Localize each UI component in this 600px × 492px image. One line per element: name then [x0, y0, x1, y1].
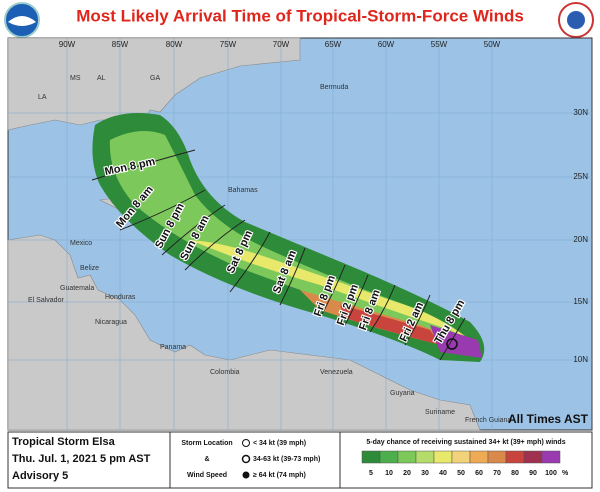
probability-legend-title: 5-day chance of receiving sustained 34+ … — [366, 439, 565, 446]
latitude-label: 10N — [573, 355, 588, 364]
symbol-depression — [242, 439, 250, 447]
place-label: Guyana — [390, 390, 415, 397]
place-label: MS — [70, 75, 81, 82]
place-label: Panama — [160, 344, 186, 351]
probability-color-box — [397, 450, 417, 464]
place-label: Bermuda — [320, 84, 349, 91]
symbol-hurricane — [242, 471, 250, 479]
probability-swath-core — [190, 240, 470, 340]
probability-color-box — [433, 450, 453, 464]
storm-legend-amp: & — [204, 456, 209, 463]
storm-legend-title: Wind Speed — [187, 472, 227, 479]
storm-legend-item: ≥ 64 kt (74 mph) — [253, 472, 306, 479]
longitude-label: 85W — [112, 40, 129, 49]
storm-name: Tropical Storm Elsa — [12, 436, 116, 448]
probability-unit: % — [562, 470, 569, 477]
place-label: Honduras — [105, 294, 136, 301]
place-label: El Salvador — [28, 297, 64, 304]
probability-bin-label: 5 — [369, 470, 373, 477]
longitude-label: 55W — [431, 40, 448, 49]
storm-location-marker — [446, 338, 458, 350]
probability-bin-label: 20 — [403, 470, 411, 477]
longitude-label: 70W — [273, 40, 290, 49]
probability-color-box — [487, 450, 507, 464]
probability-color-box — [469, 450, 489, 464]
longitude-label: 65W — [325, 40, 342, 49]
place-label: French Guiana — [465, 417, 511, 424]
noaa-logo-bird — [8, 16, 36, 26]
longitude-label: 75W — [220, 40, 237, 49]
place-label: Bahamas — [228, 187, 258, 194]
advisory-number: Advisory 5 — [12, 470, 68, 482]
latitude-label: 25N — [573, 172, 588, 181]
place-label: Mexico — [70, 240, 92, 247]
longitude-label: 60W — [378, 40, 395, 49]
place-label: AL — [97, 75, 106, 82]
time-zone-note: All Times AST — [508, 412, 589, 426]
longitude-label: 50W — [484, 40, 501, 49]
place-label: Belize — [80, 265, 99, 272]
advisory-date: Thu. Jul. 1, 2021 5 pm AST — [12, 453, 151, 465]
longitude-label: 80W — [166, 40, 183, 49]
probability-color-box — [523, 450, 543, 464]
probability-bin-label: 80 — [511, 470, 519, 477]
latitude-label: 30N — [573, 108, 588, 117]
place-label: Venezuela — [320, 369, 353, 376]
probability-bin-label: 70 — [493, 470, 501, 477]
probability-color-box — [451, 450, 471, 464]
place-label: Nicaragua — [95, 319, 127, 326]
isochrones — [91, 149, 466, 361]
probability-color-box — [361, 450, 381, 464]
symbol-storm — [241, 454, 251, 464]
place-label: GA — [150, 75, 160, 82]
probability-bin-label: 30 — [421, 470, 429, 477]
probability-bin-label: 50 — [457, 470, 465, 477]
latitude-label: 20N — [573, 235, 588, 244]
probability-bin-label: 100 — [545, 470, 557, 477]
probability-swath-higher — [340, 305, 440, 345]
place-label: LA — [38, 94, 47, 101]
probability-color-box — [379, 450, 399, 464]
nws-logo-center — [567, 11, 585, 29]
probability-bin-label: 10 — [385, 470, 393, 477]
probability-color-box — [505, 450, 525, 464]
place-label: Colombia — [210, 369, 240, 376]
probability-bin-label: 90 — [529, 470, 537, 477]
place-label: Suriname — [425, 409, 455, 416]
longitude-label: 90W — [59, 40, 76, 49]
probability-bin-label: 40 — [439, 470, 447, 477]
probability-bin-label: 60 — [475, 470, 483, 477]
probability-color-box — [541, 450, 561, 464]
latitude-label: 15N — [573, 297, 588, 306]
storm-legend-item: 34-63 kt (39-73 mph) — [253, 456, 320, 463]
probability-color-box — [415, 450, 435, 464]
title: Most Likely Arrival Time of Tropical-Sto… — [76, 6, 524, 25]
place-label: Guatemala — [60, 285, 94, 292]
storm-legend-title: Storm Location — [181, 440, 232, 447]
storm-legend-item: < 34 kt (39 mph) — [253, 440, 306, 447]
